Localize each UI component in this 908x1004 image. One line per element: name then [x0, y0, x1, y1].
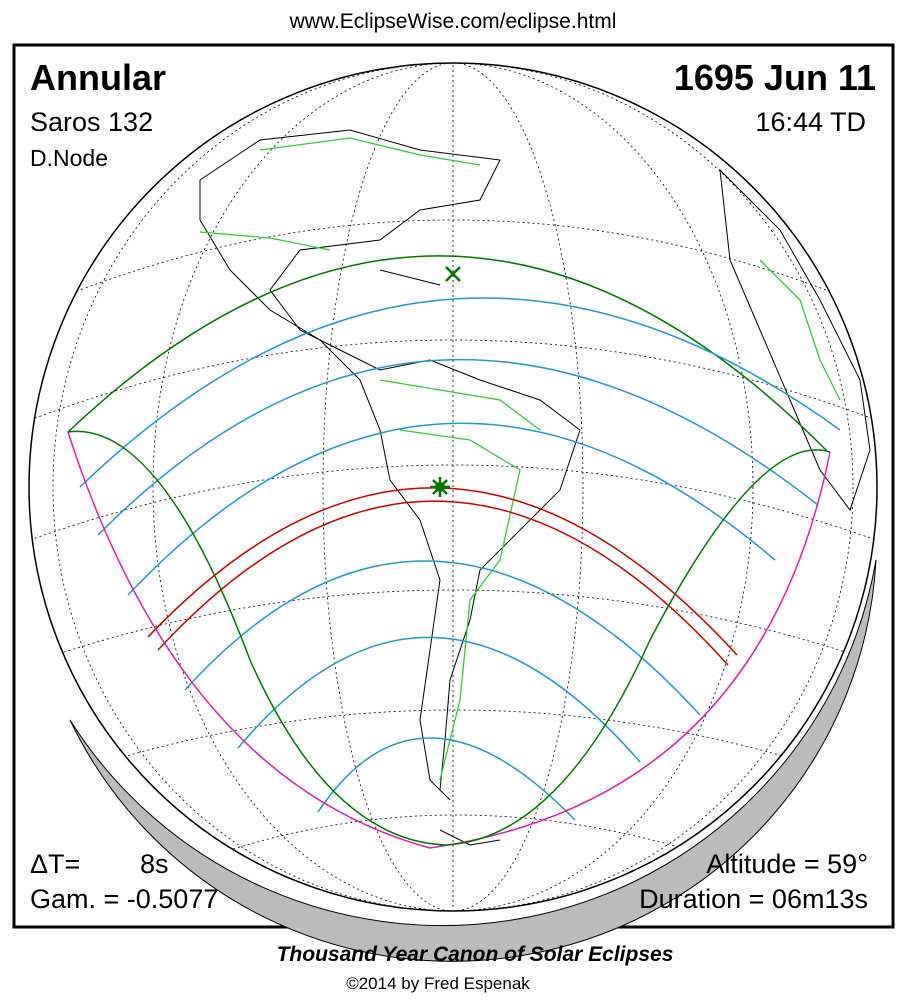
duration: Duration = 06m13s [639, 884, 868, 914]
saros: Saros 132 [30, 107, 153, 137]
altitude: Altitude = 59° [706, 849, 868, 879]
node: D.Node [30, 145, 108, 171]
delta-t-label: ΔT= [30, 849, 80, 879]
eclipse-type: Annular [30, 57, 166, 98]
footer-title: Thousand Year Canon of Solar Eclipses [277, 943, 674, 966]
time: 16:44 TD [755, 107, 866, 137]
url: www.EclipseWise.com/eclipse.html [289, 10, 617, 33]
info: Annular 1695 Jun 11 Saros 132 16:44 TD D… [30, 57, 876, 914]
delta-t-value: 8s [140, 849, 169, 879]
globe [28, 62, 878, 962]
gamma: Gam. = -0.5077 [30, 884, 218, 914]
credit: ©2014 by Fred Espenak [346, 974, 530, 993]
eclipse-date: 1695 Jun 11 [674, 57, 876, 98]
